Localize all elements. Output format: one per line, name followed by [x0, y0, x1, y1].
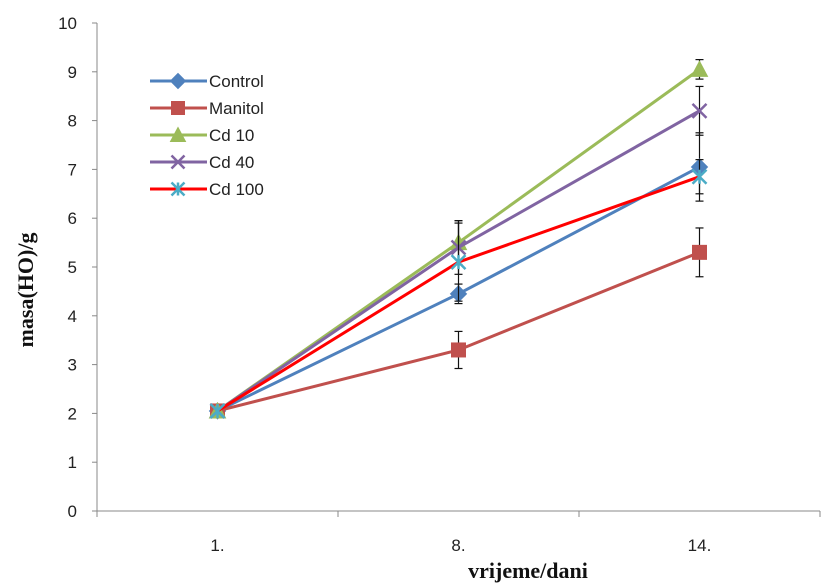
y-tick-label: 10 — [58, 14, 77, 33]
legend-label: Manitol — [209, 99, 264, 118]
series-manitol — [210, 227, 707, 419]
x-marker — [170, 154, 186, 170]
y-axis-title: masa(HO)/g — [13, 233, 38, 348]
legend: Control Manitol Cd 10 Cd 40 Cd 100 — [150, 72, 264, 199]
star-marker — [450, 254, 467, 271]
square-marker — [171, 101, 185, 115]
y-tick-label: 3 — [68, 356, 77, 375]
x-marker — [691, 102, 708, 119]
x-tick-label: 14. — [688, 536, 712, 555]
y-tick-label: 1 — [68, 453, 77, 472]
x-axis: 1. 8. 14. — [96, 510, 821, 555]
legend-item: Cd 10 — [150, 126, 254, 145]
y-tick-label: 9 — [68, 63, 77, 82]
legend-item: Cd 40 — [150, 153, 254, 172]
legend-label: Cd 10 — [209, 126, 254, 145]
y-tick-label: 0 — [68, 502, 77, 521]
star-marker — [691, 168, 708, 185]
y-tick-label: 7 — [68, 160, 77, 179]
legend-item: Cd 100 — [150, 180, 264, 199]
legend-label: Cd 100 — [209, 180, 264, 199]
diamond-marker — [169, 72, 187, 90]
series-layer — [208, 58, 709, 420]
star-marker — [170, 181, 186, 197]
legend-item: Control — [150, 72, 264, 91]
triangle-marker — [169, 126, 187, 142]
y-tick-label: 2 — [68, 404, 77, 423]
x-axis-title: vrijeme/dani — [468, 558, 588, 583]
y-tick-label: 8 — [68, 112, 77, 131]
y-axis: 0 1 2 3 4 5 6 7 8 9 10 — [58, 14, 98, 521]
square-marker — [451, 342, 466, 358]
x-tick-label: 1. — [210, 536, 224, 555]
y-tick-label: 6 — [68, 209, 77, 228]
series-cd-100 — [209, 159, 708, 419]
y-tick-label: 4 — [68, 307, 77, 326]
y-tick-label: 5 — [68, 258, 77, 277]
legend-item: Manitol — [150, 99, 264, 118]
legend-label: Control — [209, 72, 264, 91]
legend-label: Cd 40 — [209, 153, 254, 172]
star-marker — [209, 403, 226, 419]
x-tick-label: 8. — [451, 536, 465, 555]
triangle-marker — [690, 60, 709, 77]
square-marker — [692, 244, 707, 260]
